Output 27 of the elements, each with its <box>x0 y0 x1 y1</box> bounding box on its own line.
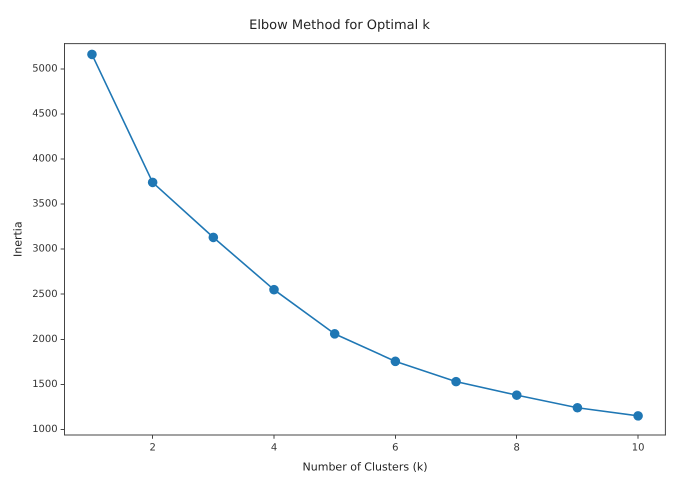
x-tick-label: 6 <box>392 442 399 454</box>
point <box>330 329 340 339</box>
x-tick-label: 4 <box>270 442 278 454</box>
y-tick-label: 3500 <box>32 198 58 210</box>
y-tick-label: 5000 <box>32 63 58 74</box>
x-axis-title: Number of Clusters (k) <box>302 460 428 474</box>
point <box>572 402 582 413</box>
y-tick-label: 1000 <box>32 424 58 435</box>
y-axis-title: Inertia <box>11 221 24 258</box>
y-tick-label: 1500 <box>32 378 58 390</box>
x-tick-label: 2 <box>149 442 156 454</box>
y-tick-label: 4000 <box>32 154 58 165</box>
y-tick-label: 2500 <box>32 288 58 300</box>
chart-title: Elbow Method for Optimal k <box>249 18 430 34</box>
point <box>512 390 522 400</box>
point <box>269 284 279 294</box>
point <box>87 50 97 60</box>
y-tick-label: 2000 <box>32 334 58 345</box>
point <box>390 356 400 366</box>
point <box>208 232 218 242</box>
y-tick-label: 3000 <box>32 244 58 255</box>
point <box>451 376 461 386</box>
y-tick-label: 4500 <box>32 108 58 120</box>
x-tick-label: 10 <box>632 442 644 454</box>
point <box>633 411 643 421</box>
point <box>148 178 158 188</box>
x-tick-label: 8 <box>514 442 520 454</box>
